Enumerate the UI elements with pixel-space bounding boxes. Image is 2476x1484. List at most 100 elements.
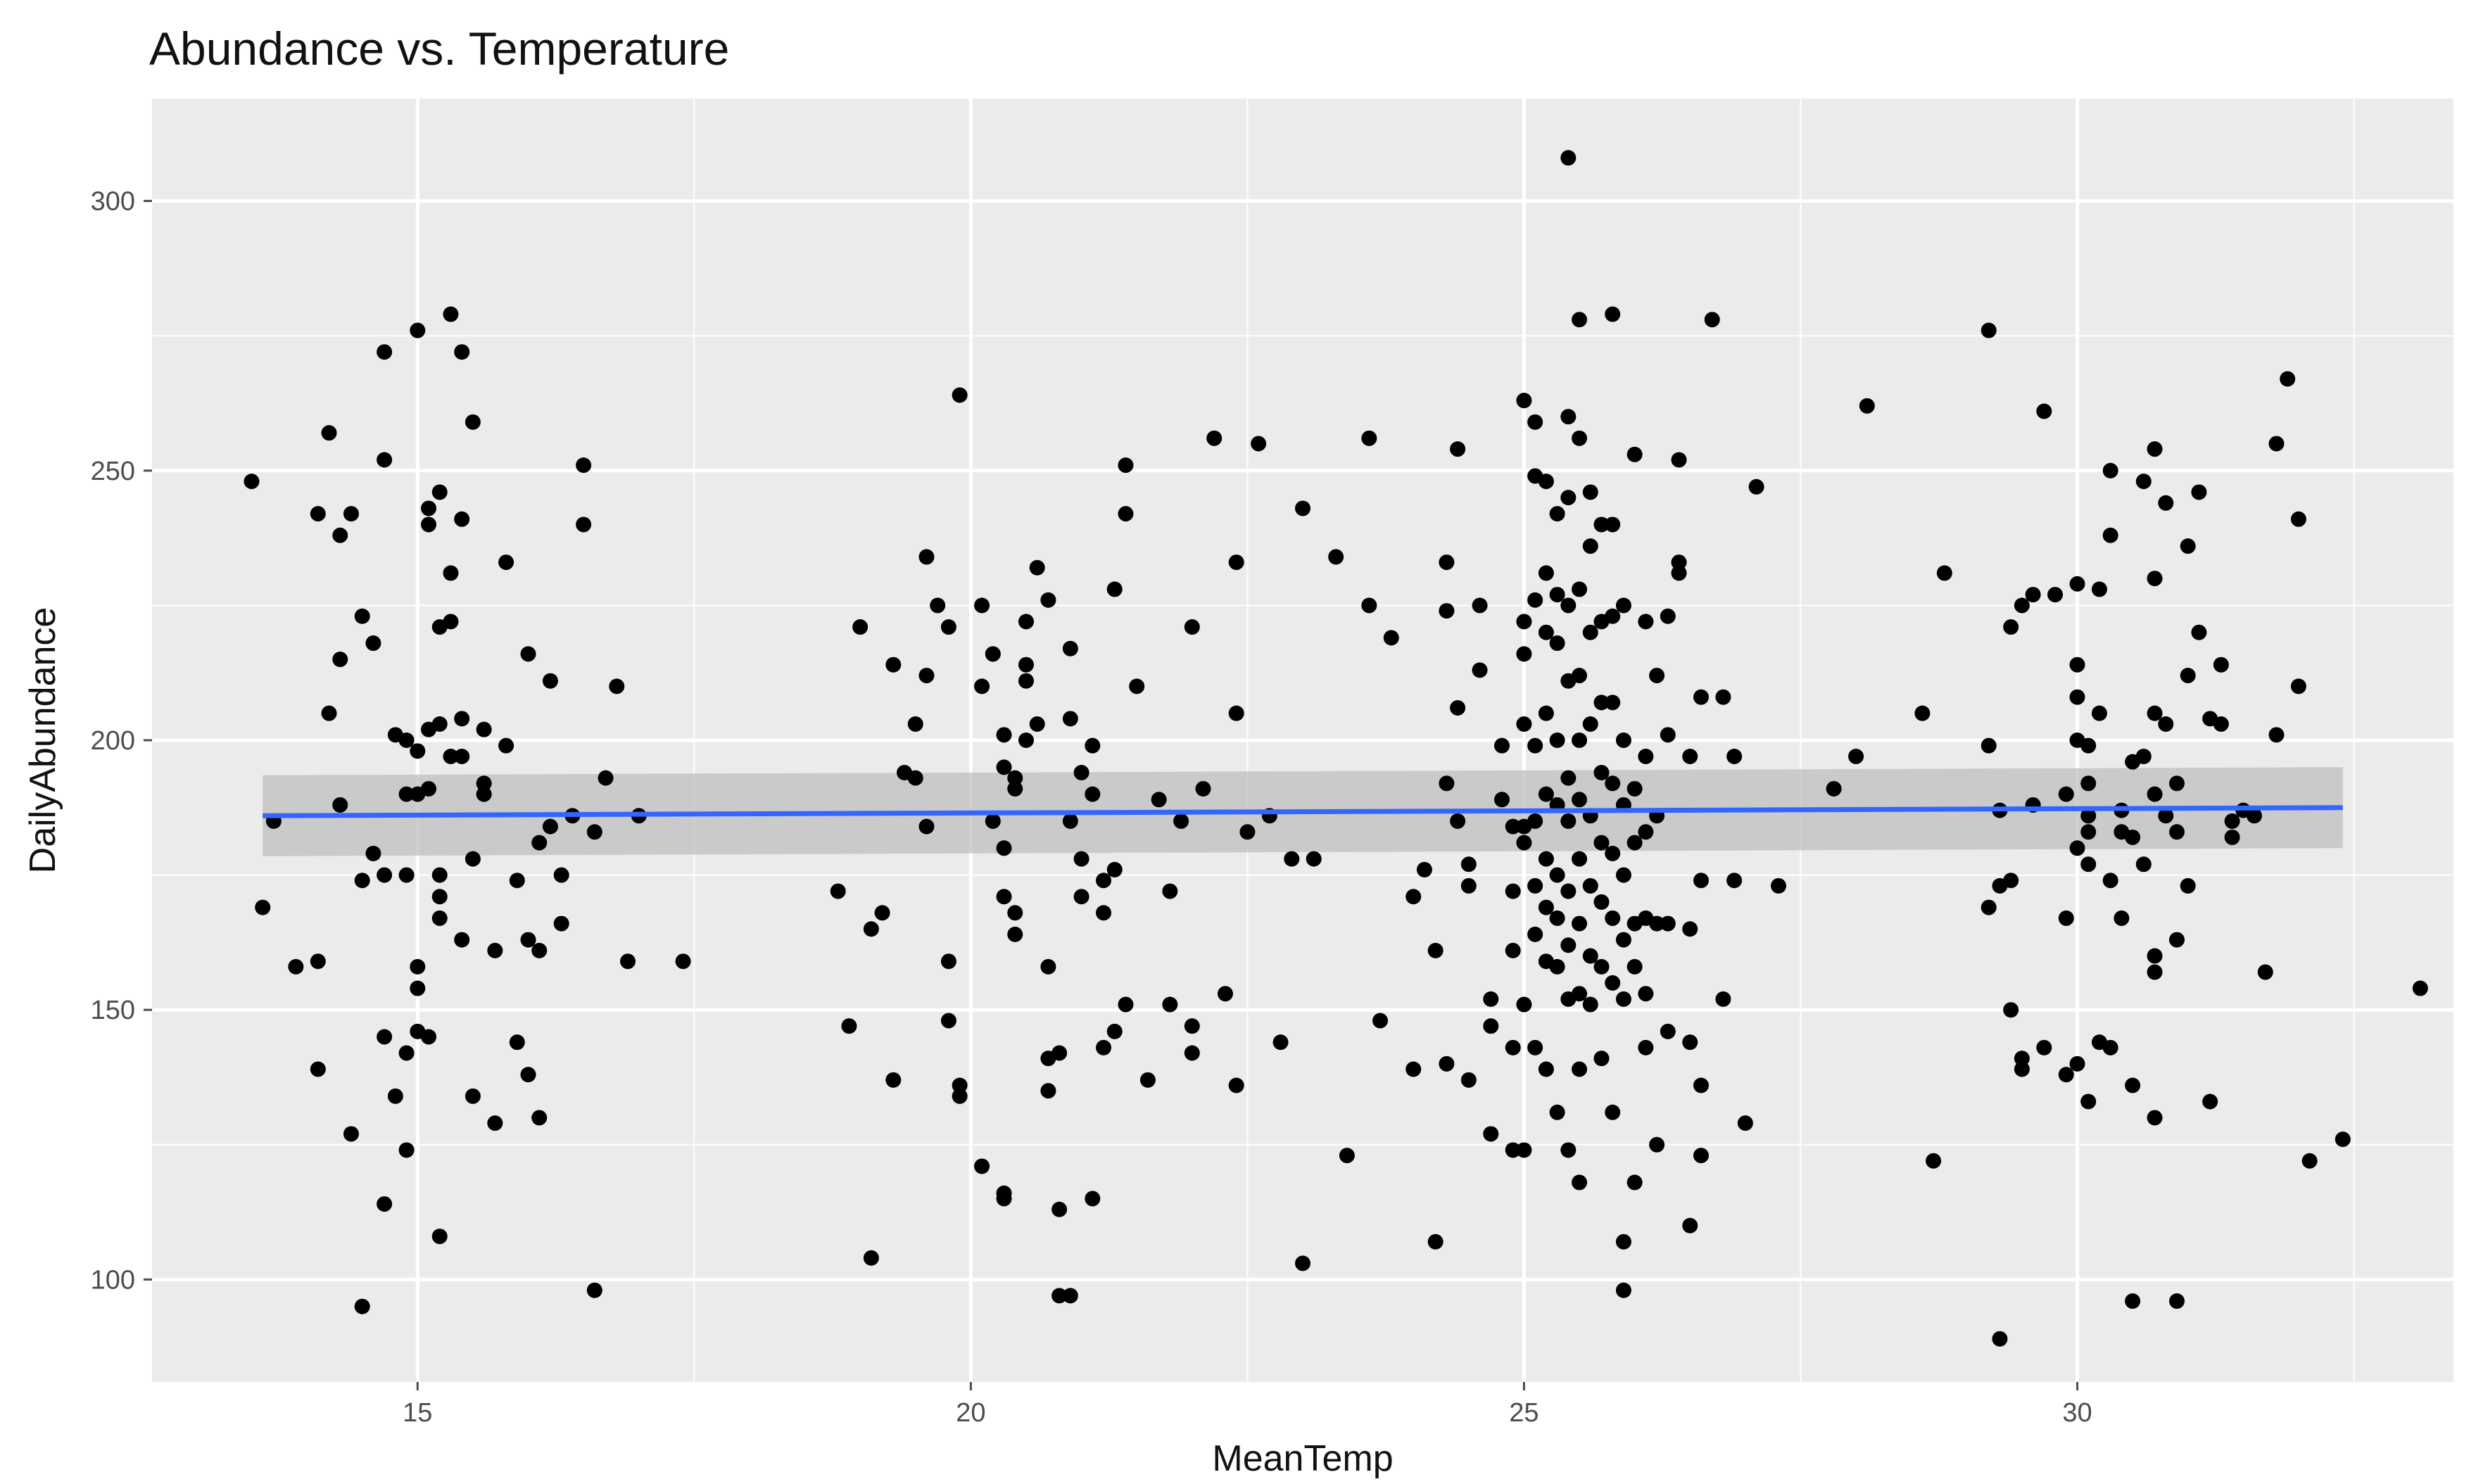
data-point [509, 1034, 525, 1051]
data-point [2069, 657, 2085, 673]
data-point [1051, 1288, 1068, 1304]
data-point [2147, 705, 2163, 721]
data-point [1572, 1061, 1588, 1077]
data-point [2180, 538, 2196, 554]
data-point [1162, 883, 1178, 899]
x-tick-label: 15 [403, 1398, 432, 1428]
data-point [1549, 867, 1565, 883]
data-point [487, 942, 503, 958]
data-point [1549, 635, 1565, 652]
data-point [520, 1067, 536, 1083]
data-point [1549, 958, 1565, 975]
data-point [454, 511, 470, 527]
data-point [1483, 991, 1499, 1007]
data-point [1361, 430, 1377, 446]
data-point [377, 452, 393, 468]
data-point [454, 344, 470, 360]
data-point [1981, 322, 1997, 338]
data-point [1040, 592, 1056, 608]
data-point [443, 748, 459, 764]
data-point [974, 678, 990, 695]
data-point [2168, 775, 2185, 792]
data-point [398, 733, 415, 748]
data-point [421, 780, 437, 797]
data-point [885, 1072, 902, 1088]
data-point [2135, 474, 2152, 490]
data-point [1572, 792, 1588, 808]
data-point [1538, 565, 1554, 581]
data-point [1018, 673, 1034, 689]
data-point [1073, 851, 1089, 867]
data-point [1483, 1126, 1499, 1142]
data-point [1615, 733, 1631, 748]
data-point [2257, 964, 2273, 980]
data-point [288, 958, 304, 975]
data-point [520, 932, 536, 948]
data-point [1217, 986, 1233, 1002]
data-point [996, 727, 1012, 743]
data-point [1096, 1039, 1112, 1055]
data-point [1184, 1045, 1200, 1061]
data-point [454, 711, 470, 727]
data-point [2025, 587, 2041, 603]
data-point [1439, 1055, 1455, 1072]
data-point [2290, 511, 2306, 527]
data-point [2069, 576, 2085, 592]
data-point [387, 1088, 403, 1104]
data-point [1615, 991, 1631, 1007]
data-point [1660, 1023, 1676, 1039]
data-point [1572, 733, 1588, 748]
data-point [1228, 1077, 1244, 1093]
data-point [1715, 689, 1731, 705]
data-point [431, 889, 448, 905]
data-point [1582, 877, 1598, 894]
data-point [1649, 668, 1665, 684]
data-point [1638, 1039, 1654, 1055]
data-point [443, 306, 459, 322]
data-point [1062, 1288, 1078, 1304]
data-point [985, 813, 1001, 829]
data-point [553, 915, 569, 932]
data-point [1682, 748, 1698, 764]
data-point [1605, 975, 1621, 991]
y-axis-label: DailyAbundance [23, 607, 63, 874]
data-point [2125, 829, 2141, 845]
data-point [1627, 835, 1643, 851]
data-point [1073, 764, 1089, 780]
data-point [974, 1158, 990, 1174]
data-point [1572, 851, 1588, 867]
data-point [332, 797, 348, 813]
data-point [2147, 948, 2163, 964]
data-point [940, 619, 956, 635]
data-point [1406, 889, 1422, 905]
data-point [498, 554, 514, 571]
data-point [1051, 1201, 1068, 1217]
data-point [431, 1229, 448, 1245]
data-point [1627, 958, 1643, 975]
data-point [1926, 1153, 1942, 1169]
data-point [2003, 873, 2019, 889]
data-point [1018, 657, 1034, 673]
data-point [1106, 1023, 1123, 1039]
data-point [1560, 770, 1577, 786]
data-point [2036, 403, 2052, 419]
data-point [2224, 829, 2240, 845]
data-point [1826, 780, 1842, 797]
data-point [476, 786, 492, 802]
data-point [996, 889, 1012, 905]
data-point [377, 344, 393, 360]
data-point [1460, 877, 1477, 894]
data-point [1638, 986, 1654, 1002]
data-point [996, 1191, 1012, 1207]
data-point [531, 1110, 548, 1126]
data-point [1549, 1104, 1565, 1120]
data-point [2047, 587, 2064, 603]
data-point [1129, 678, 1145, 695]
data-point [2125, 1077, 2141, 1093]
data-point [398, 1045, 415, 1061]
data-point [1660, 727, 1676, 743]
data-point [1328, 549, 1344, 565]
data-point [996, 840, 1012, 856]
data-point [1516, 996, 1532, 1013]
